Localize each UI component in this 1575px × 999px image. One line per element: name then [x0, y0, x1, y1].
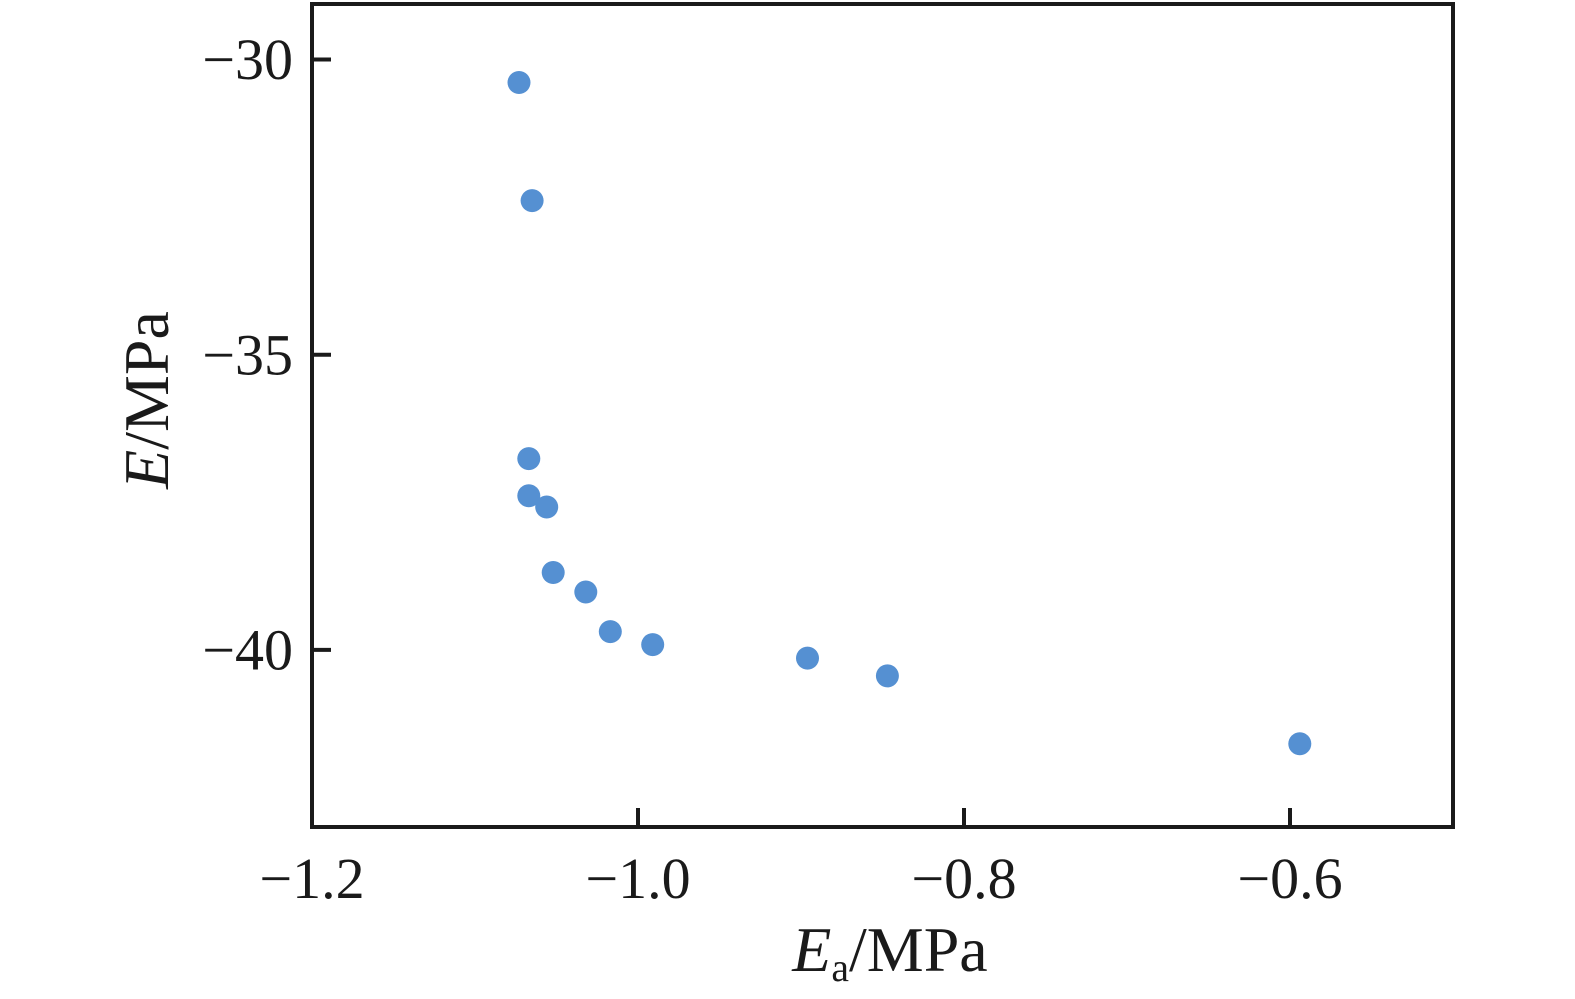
y-tick-label: −35 — [202, 322, 293, 387]
data-point — [641, 633, 665, 657]
data-point — [875, 664, 899, 688]
y-tick-label: −40 — [202, 618, 293, 683]
data-point — [517, 484, 541, 508]
data-point — [1288, 732, 1312, 756]
x-tick-label: −1.0 — [585, 846, 690, 911]
data-point — [520, 189, 544, 213]
y-axis-label-symbol: E — [111, 449, 182, 489]
data-point — [535, 495, 559, 519]
y-axis-label-unit: /MPa — [111, 311, 182, 450]
data-point — [541, 561, 565, 584]
x-axis-label-unit: /MPa — [849, 914, 988, 985]
data-point — [796, 646, 819, 670]
x-axis-label: Ea/MPa — [792, 918, 987, 988]
y-axis-label: E/MPa — [111, 311, 182, 489]
data-point — [598, 620, 622, 644]
x-tick-label: −1.2 — [259, 846, 364, 911]
data-point — [574, 580, 598, 604]
x-axis-label-symbol: E — [792, 914, 832, 985]
x-tick-label: −0.6 — [1237, 846, 1342, 911]
x-tick-label: −0.8 — [911, 846, 1016, 911]
data-point — [517, 447, 541, 471]
y-tick-label: −30 — [202, 27, 293, 92]
x-axis-label-subscript: a — [831, 945, 850, 990]
plot-frame — [310, 2, 1455, 829]
data-point — [507, 71, 531, 94]
